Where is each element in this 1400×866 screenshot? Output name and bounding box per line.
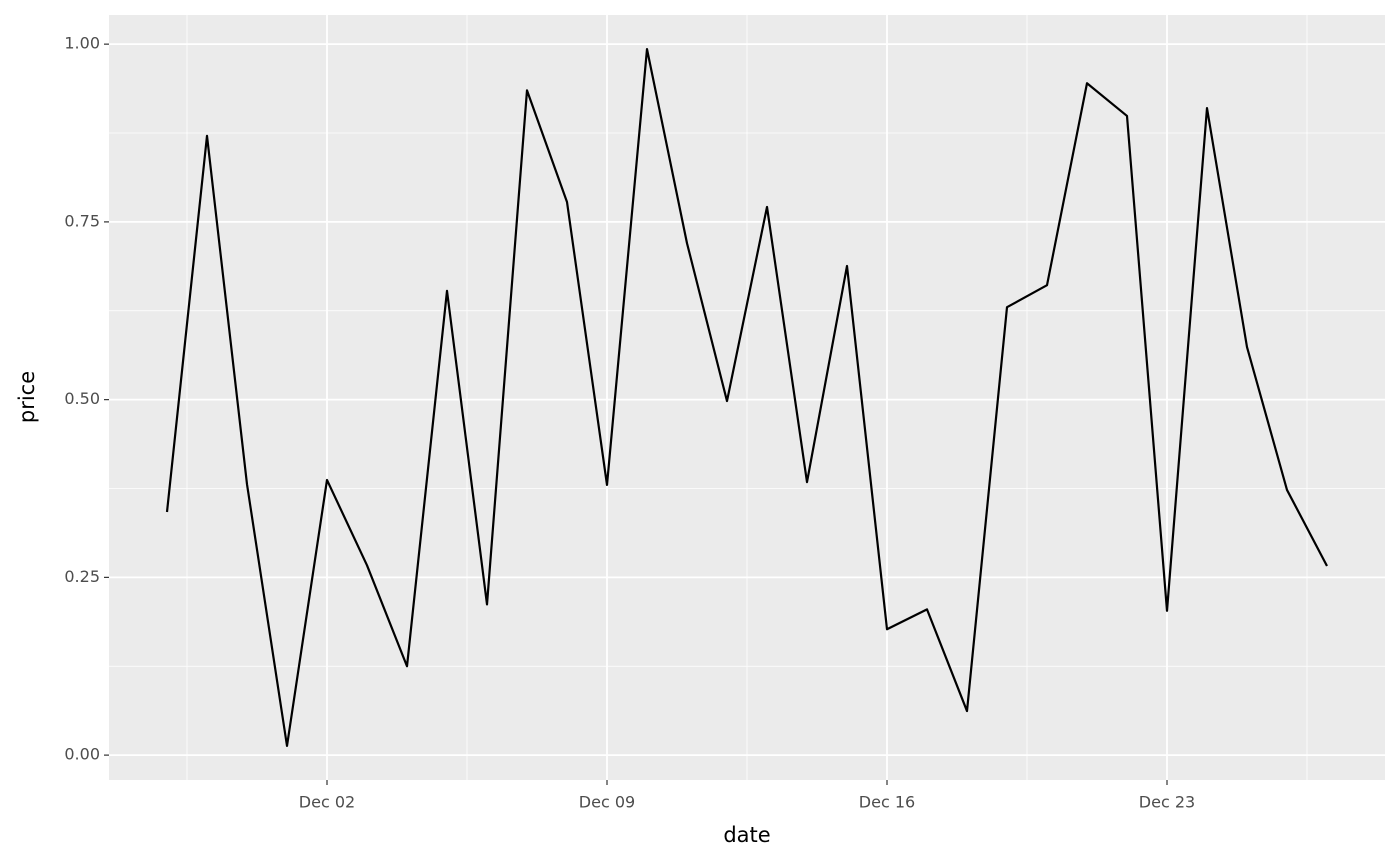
y-tick-label: 0.75	[64, 211, 100, 230]
y-tick-label: 0.50	[64, 389, 100, 408]
x-tick-label: Dec 23	[1139, 793, 1195, 812]
line	[165, 48, 1328, 747]
y-tick-label: 1.00	[64, 34, 100, 53]
y-tick-label: 0.00	[64, 745, 100, 764]
marks	[165, 48, 1328, 747]
x-axis-title: date	[723, 823, 770, 847]
x-tick-label: Dec 16	[859, 793, 915, 812]
y-tick-label: 0.25	[64, 567, 100, 586]
x-tick-label: Dec 02	[299, 793, 355, 812]
grid	[109, 15, 1385, 780]
x-tick-label: Dec 09	[579, 793, 635, 812]
y-axis-title: price	[15, 371, 39, 423]
